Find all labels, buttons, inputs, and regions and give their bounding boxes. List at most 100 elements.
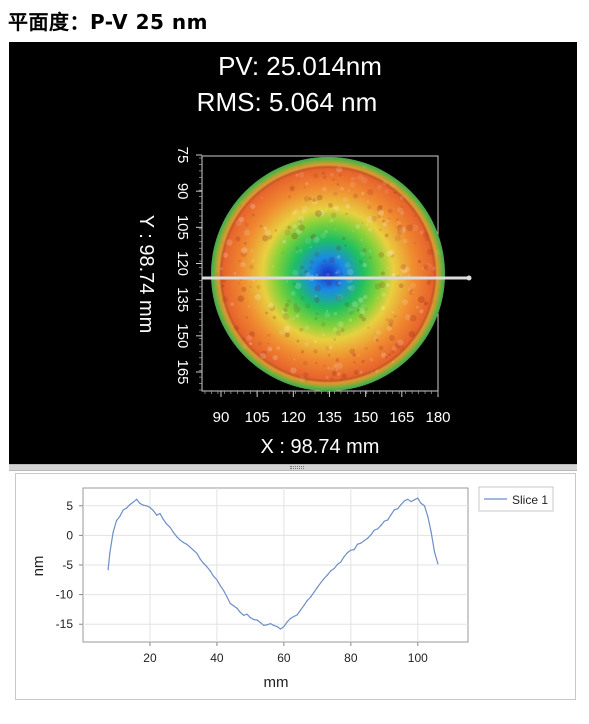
series-point — [293, 615, 295, 618]
series-point — [380, 524, 382, 526]
series-point — [363, 540, 365, 542]
chart-y-axis-label: nm — [30, 556, 47, 577]
splitter-grip[interactable] — [290, 466, 304, 469]
map-x-tick-label: 90 — [213, 409, 230, 426]
slice-profile-chart: 20 40 60 80 100 5 0 -5 -10 -15 mm nm Slice 1 — [30, 486, 554, 691]
series-point — [417, 497, 419, 499]
map-y-tick-label: 135 — [174, 287, 191, 312]
series-point — [139, 502, 141, 504]
series-point — [136, 498, 138, 500]
series-point — [300, 609, 302, 611]
panel-splitter[interactable] — [9, 464, 577, 471]
series-point — [320, 582, 322, 584]
series-point — [420, 502, 422, 504]
y-tick-label: 0 — [66, 528, 73, 542]
series-point — [427, 515, 429, 517]
series-point — [159, 512, 161, 515]
map-x-axis: 90 105 120 135 150 165 180 — [204, 391, 451, 426]
map-y-axis: 75 90 105 120 135 150 165 — [174, 147, 202, 391]
series-point — [129, 504, 131, 506]
series-point — [206, 566, 208, 568]
map-x-tick-label: 150 — [353, 409, 378, 426]
x-tick-label: 40 — [210, 651, 224, 665]
series-point — [377, 528, 379, 530]
series-slice-1-line — [107, 497, 439, 630]
series-point — [323, 578, 325, 580]
series-point — [430, 531, 432, 533]
series-point — [233, 605, 235, 607]
map-x-axis-label: X : 98.74 mm — [261, 436, 380, 458]
series-point — [253, 618, 255, 621]
y-tick-label: 5 — [66, 499, 73, 513]
map-y-tick-label: 75 — [174, 147, 191, 164]
series-point — [107, 569, 109, 571]
series-point — [236, 607, 238, 609]
series-point — [336, 563, 338, 565]
series-point — [340, 561, 342, 563]
series-point — [413, 499, 415, 501]
series-point — [350, 549, 352, 551]
series-point — [246, 613, 248, 615]
series-point — [403, 500, 405, 502]
series-point — [393, 509, 395, 511]
surface-map-panel: PV: 25.014nm RMS: 5.064 nm 90 105 120 135 15… — [9, 42, 577, 464]
series-point — [202, 562, 205, 564]
series-point — [109, 552, 111, 554]
series-point — [433, 551, 436, 553]
series-point — [367, 537, 369, 539]
series-point — [273, 624, 275, 626]
chart-x-axis-label: mm — [264, 674, 289, 691]
series-point — [296, 614, 298, 616]
series-point — [216, 579, 218, 581]
series-point — [239, 611, 241, 613]
series-point — [279, 628, 282, 630]
legend-entry-slice-1: Slice 1 — [512, 493, 548, 507]
rms-label: RMS: 5.064 nm — [197, 87, 378, 117]
series-point — [213, 575, 215, 577]
series-point — [226, 596, 228, 598]
series-point — [373, 529, 375, 531]
series-point — [189, 546, 191, 548]
series-point — [122, 509, 124, 511]
series-point — [407, 498, 409, 500]
y-tick-label: -15 — [56, 617, 74, 631]
chart-grid — [83, 488, 468, 642]
map-y-tick-label: 150 — [174, 323, 191, 348]
series-point — [229, 602, 231, 605]
series-point — [176, 536, 178, 538]
series-point — [346, 552, 349, 554]
series-point — [316, 586, 318, 589]
series-point — [156, 514, 158, 516]
series-point — [356, 543, 359, 545]
map-x-tick-label: 105 — [245, 409, 270, 426]
y-tick-label: -5 — [62, 558, 73, 572]
series-point — [172, 531, 174, 533]
series-point — [313, 591, 315, 593]
series-point — [397, 508, 399, 510]
series-point — [162, 518, 164, 520]
series-point — [423, 505, 426, 507]
series-point — [115, 520, 118, 522]
series-point — [353, 549, 355, 551]
series-point — [410, 501, 412, 503]
slice-line-handle[interactable] — [466, 275, 472, 281]
series-point — [219, 585, 221, 587]
series-point — [186, 543, 188, 545]
series-point — [249, 617, 251, 619]
series-point — [370, 534, 372, 536]
map-x-tick-label: 120 — [281, 409, 306, 426]
series-point — [333, 568, 335, 570]
series-slice-1-points — [107, 497, 439, 630]
series-point — [383, 520, 385, 522]
map-y-axis-label: Y : 98.74 mm — [135, 215, 157, 334]
series-point — [269, 623, 272, 625]
series-point — [119, 515, 121, 517]
series-point — [400, 504, 402, 506]
chart-legend[interactable]: Slice 1 — [478, 486, 554, 512]
series-point — [263, 624, 265, 626]
map-y-tick-label: 120 — [174, 251, 191, 276]
series-point — [149, 506, 151, 509]
series-point — [326, 574, 328, 576]
x-tick-label: 100 — [408, 651, 428, 665]
surface-rim — [211, 157, 445, 391]
